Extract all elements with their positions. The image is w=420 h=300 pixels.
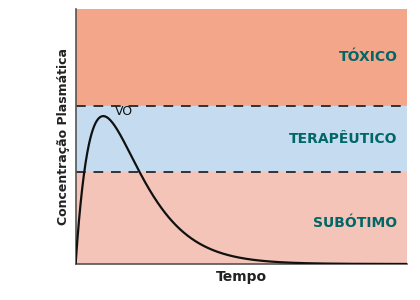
Bar [76, 106, 407, 172]
Bar [76, 9, 407, 106]
Text: SUBÓTIMO: SUBÓTIMO [313, 216, 397, 230]
X-axis label: Tempo: Tempo [216, 270, 267, 283]
Bar [76, 172, 407, 264]
Text: TERAPÊUTICO: TERAPÊUTICO [289, 132, 397, 146]
Text: TÓXICO: TÓXICO [339, 50, 397, 64]
Y-axis label: Concentração Plasmática: Concentração Plasmática [57, 48, 70, 225]
Text: VO: VO [115, 105, 133, 118]
